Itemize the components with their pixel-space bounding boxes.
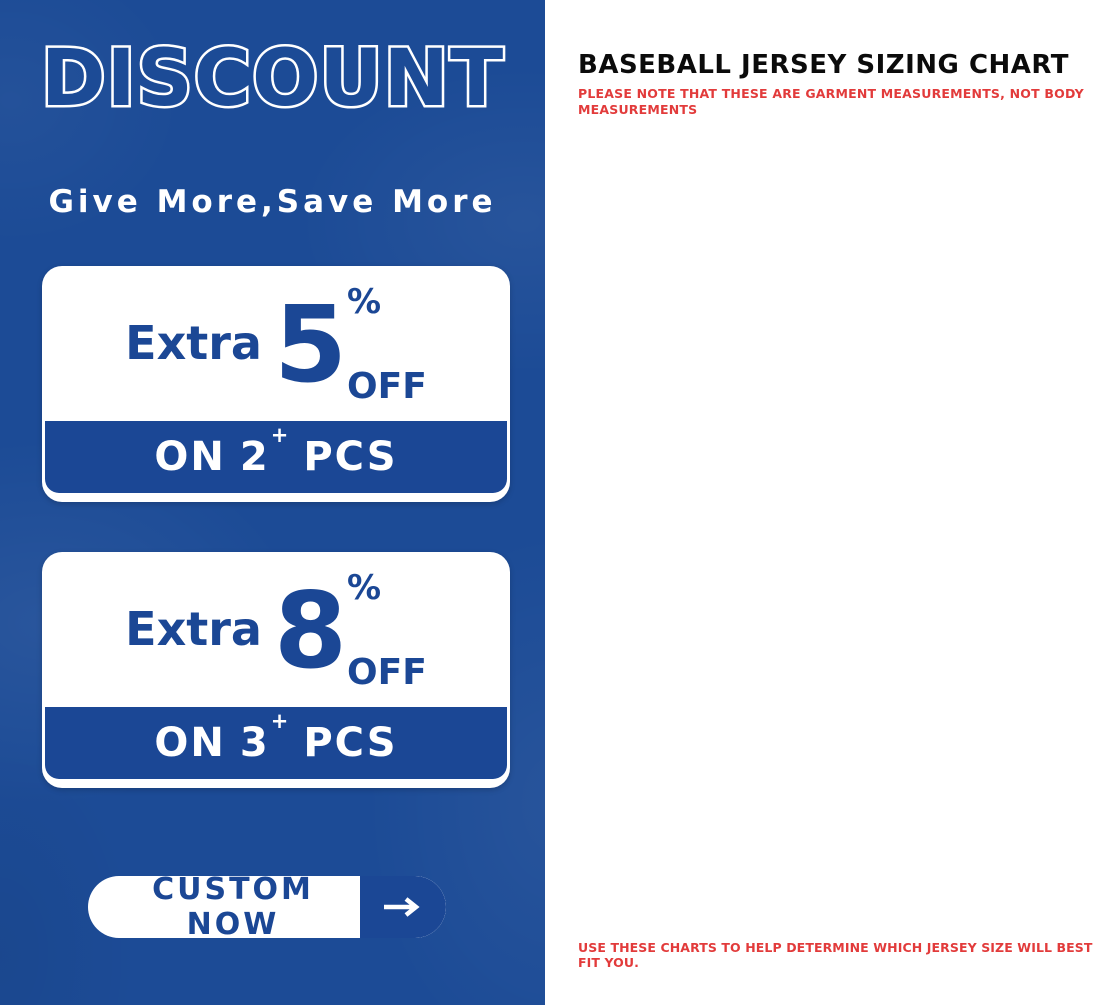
discount-percent-value: 5	[273, 284, 347, 406]
percent-off-stack: % OFF	[347, 568, 427, 693]
off-label: OFF	[347, 366, 427, 407]
sizing-charts-panel: BASEBALL JERSEY SIZING CHART PLEASE NOTE…	[545, 0, 1116, 1005]
discount-percent-value: 8	[273, 570, 347, 692]
pcs-label: PCS	[303, 434, 398, 480]
promo-background-texture	[0, 0, 545, 1005]
promo-tagline: Give More,Save More	[48, 184, 497, 220]
quantity-value: 3	[239, 720, 270, 766]
percent-off-stack: % OFF	[347, 282, 427, 407]
extra-label: Extra	[125, 602, 262, 656]
quantity-plus: +	[270, 422, 291, 447]
on-label: ON	[154, 434, 226, 480]
discount-card-top: Extra 5 % OFF	[45, 269, 507, 421]
percent-symbol: %	[347, 282, 382, 322]
discount-card-top: Extra 8 % OFF	[45, 555, 507, 707]
pcs-label: PCS	[303, 720, 398, 766]
quantity-threshold: 2+	[239, 423, 289, 480]
discount-condition-bar: ON 3+ PCS	[45, 707, 507, 779]
extra-label: Extra	[125, 316, 262, 370]
off-label: OFF	[347, 652, 427, 693]
quantity-threshold: 3+	[239, 709, 289, 766]
measurement-note: PLEASE NOTE THAT THESE ARE GARMENT MEASU…	[578, 86, 1084, 117]
discount-headline: DISCOUNT	[38, 34, 505, 124]
discount-condition-bar: ON 2+ PCS	[45, 421, 507, 493]
percent-symbol: %	[347, 568, 382, 608]
promo-panel: DISCOUNT Give More,Save More Extra 5 % O…	[0, 0, 545, 1005]
page-title: BASEBALL JERSEY SIZING CHART	[578, 50, 1070, 80]
discount-card-8-percent[interactable]: Extra 8 % OFF ON 3+ PCS	[42, 552, 510, 788]
on-label: ON	[154, 720, 226, 766]
custom-now-label: CUSTOM NOW	[152, 876, 314, 938]
discount-card-5-percent[interactable]: Extra 5 % OFF ON 2+ PCS	[42, 266, 510, 502]
custom-now-button[interactable]: CUSTOM NOW	[88, 876, 446, 938]
quantity-value: 2	[239, 434, 270, 480]
arrow-right-icon	[360, 876, 446, 938]
chart-footer-note: USE THESE CHARTS TO HELP DETERMINE WHICH…	[578, 940, 1093, 970]
quantity-plus: +	[270, 708, 291, 733]
